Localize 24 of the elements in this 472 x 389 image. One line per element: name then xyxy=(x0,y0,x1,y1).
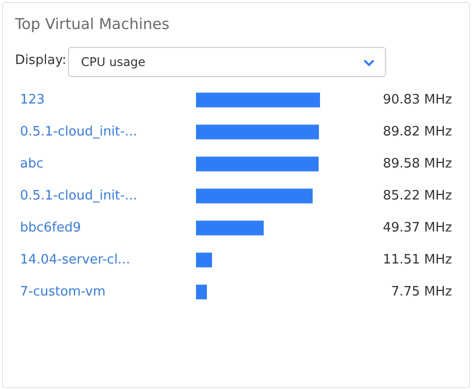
bar xyxy=(196,188,313,204)
bar xyxy=(196,252,212,268)
data-label: 89.58 MHz xyxy=(382,156,452,172)
data-label: 7.75 MHz xyxy=(391,284,452,300)
text: Display: xyxy=(15,53,66,68)
y-tick-label: abc xyxy=(20,156,44,172)
data-label: 89.82 MHz xyxy=(382,124,452,140)
data-label: 49.37 MHz xyxy=(382,220,452,236)
bar xyxy=(196,156,319,172)
bar xyxy=(196,284,207,300)
bar xyxy=(196,92,320,108)
bar xyxy=(196,220,264,236)
y-tick-label: bbc6fed9 xyxy=(20,220,82,236)
data-label: 11.51 MHz xyxy=(382,252,452,268)
y-tick-label: 123 xyxy=(20,92,45,108)
y-tick-label: 7-custom-vm xyxy=(20,284,106,300)
data-label: 90.83 MHz xyxy=(382,92,452,108)
bar xyxy=(196,124,319,140)
text: CPU usage xyxy=(81,55,146,69)
data-label: 85.22 MHz xyxy=(382,188,452,204)
y-tick-label: 0.5.1-cloud_init-... xyxy=(20,188,138,204)
chart-title: Top Virtual Machines xyxy=(15,15,170,33)
y-tick-label: 0.5.1-cloud_init-... xyxy=(20,124,138,140)
y-tick-label: 14.04-server-cl... xyxy=(20,252,130,268)
